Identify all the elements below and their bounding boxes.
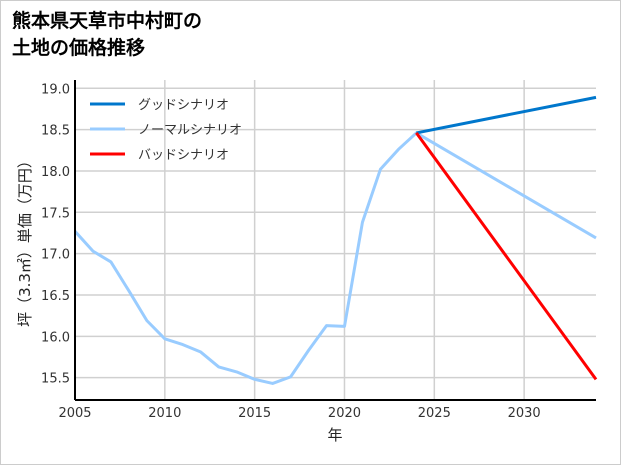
chart-title: 熊本県天草市中村町の 土地の価格推移 bbox=[12, 8, 202, 62]
x-axis-label: 年 bbox=[327, 426, 342, 444]
y-tick-label: 15.5 bbox=[41, 372, 70, 387]
series-line-2 bbox=[415, 132, 598, 381]
chart-title-line2: 土地の価格推移 bbox=[12, 37, 146, 59]
series-line-0 bbox=[416, 95, 597, 135]
x-tick-label: 2010 bbox=[148, 406, 181, 421]
legend-label: グッドシナリオ bbox=[138, 98, 229, 113]
y-tick-label: 16.5 bbox=[41, 289, 70, 304]
y-tick-label: 16.0 bbox=[41, 330, 70, 345]
legend-label: ノーマルシナリオ bbox=[138, 123, 242, 138]
y-tick-label: 17.5 bbox=[41, 206, 70, 221]
y-axis-label: 坪（3.3㎡）単価（万円） bbox=[16, 153, 34, 327]
legend-label: バッドシナリオ bbox=[138, 148, 229, 163]
series-line-1 bbox=[73, 131, 597, 385]
y-tick-label: 19.0 bbox=[41, 82, 70, 97]
y-tick-label: 18.5 bbox=[41, 124, 70, 139]
x-tick-label: 2020 bbox=[328, 406, 361, 421]
chart-title-line1: 熊本県天草市中村町の bbox=[12, 10, 203, 32]
x-tick-label: 2025 bbox=[418, 406, 451, 421]
y-tick-label: 17.0 bbox=[41, 248, 70, 263]
y-tick-label: 18.0 bbox=[41, 165, 70, 180]
x-tick-label: 2005 bbox=[58, 406, 91, 421]
x-tick-label: 2015 bbox=[238, 406, 271, 421]
x-tick-label: 2030 bbox=[508, 406, 541, 421]
